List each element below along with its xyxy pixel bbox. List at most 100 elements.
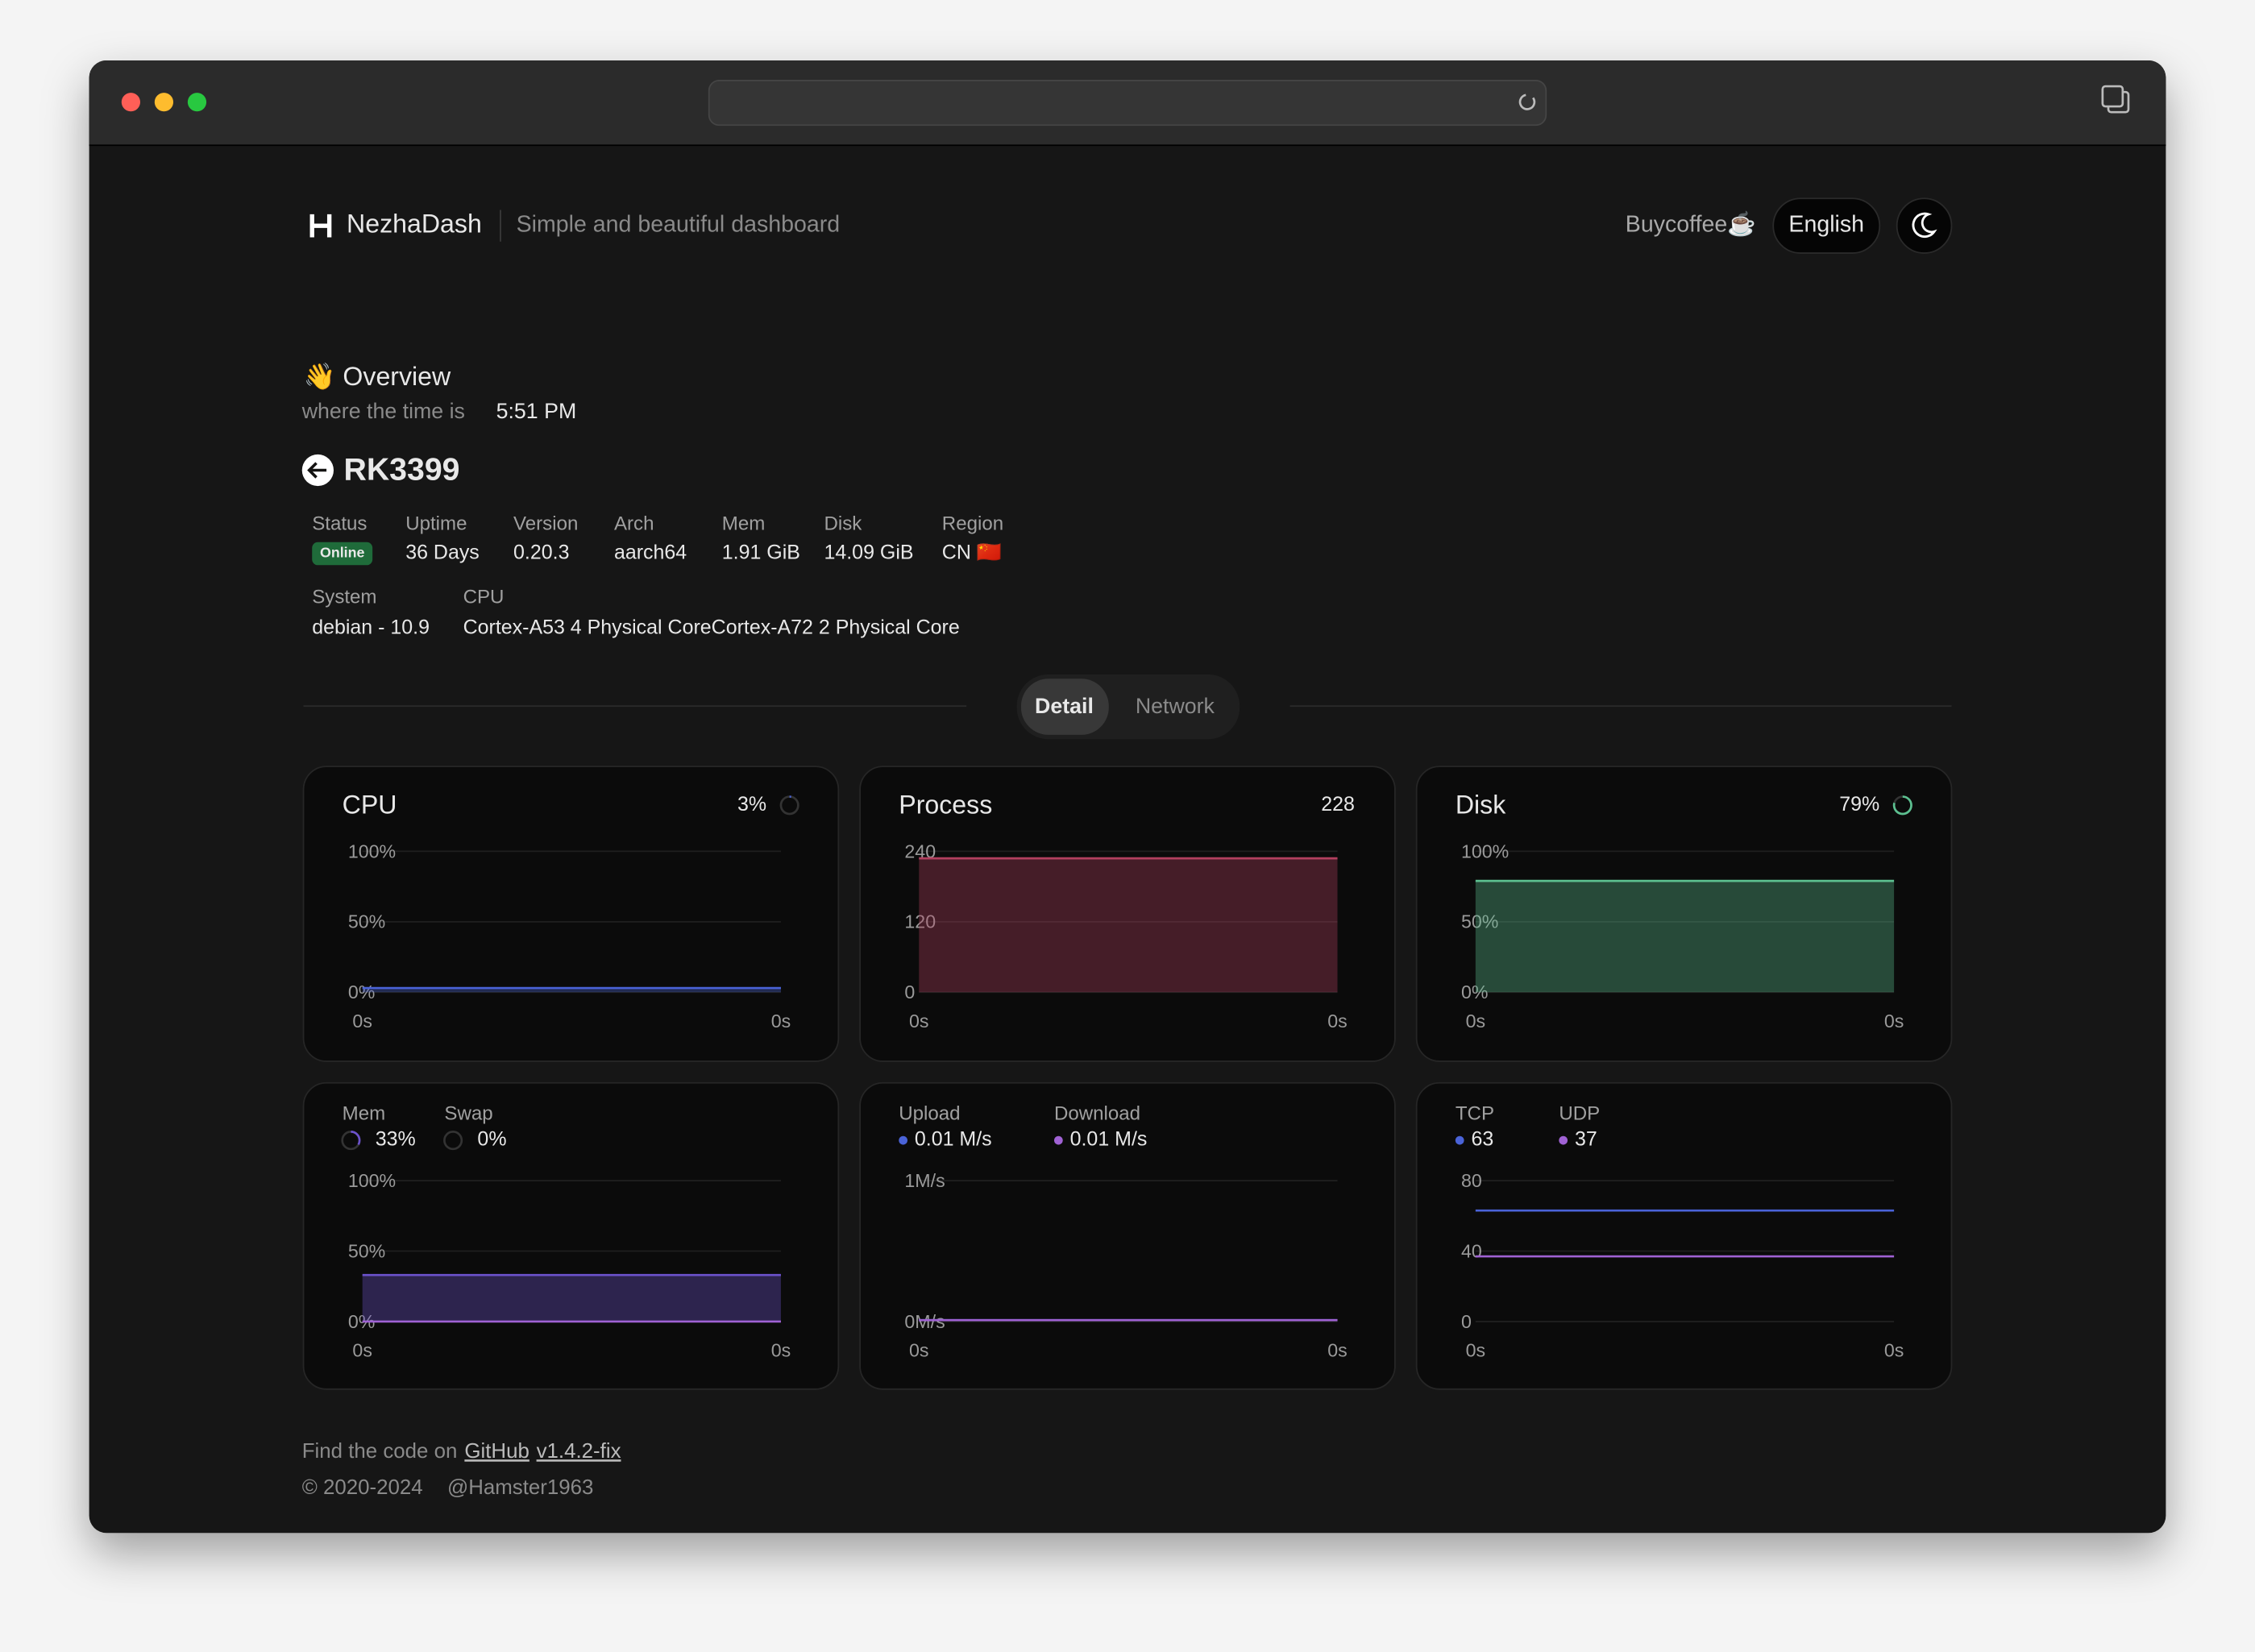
theme-button[interactable] bbox=[1896, 197, 1953, 254]
reload-icon[interactable] bbox=[1518, 93, 1536, 110]
y-tick-label: 0% bbox=[348, 982, 376, 1002]
x-tick-label: 0s bbox=[1466, 1340, 1485, 1361]
moon-icon bbox=[1912, 212, 1937, 239]
minimize-button[interactable] bbox=[154, 93, 174, 112]
tabs-icon-back bbox=[2101, 85, 2124, 108]
x-tick-label: 0s bbox=[352, 1011, 372, 1031]
legend-value: 0% bbox=[477, 1128, 506, 1151]
x-tick-label: 0s bbox=[1884, 1011, 1904, 1031]
y-tick-label: 100% bbox=[1461, 841, 1509, 861]
card bbox=[1415, 1081, 1953, 1390]
field-value: 0.20.3 bbox=[513, 542, 569, 564]
y-tick-label: 100% bbox=[348, 1170, 396, 1191]
field-value: Cortex-A53 4 Physical CoreCortex-A72 2 P… bbox=[463, 616, 960, 638]
footer-text: Find the code on bbox=[302, 1440, 458, 1463]
ring-value bbox=[341, 1131, 361, 1151]
legend-dot bbox=[899, 1135, 907, 1145]
y-tick-label: 100% bbox=[348, 841, 396, 861]
author: @Hamster1963 bbox=[447, 1476, 593, 1499]
overview-title: 👋 Overview bbox=[304, 362, 452, 392]
card-title: Process bbox=[899, 791, 992, 820]
legend-dot bbox=[1455, 1135, 1464, 1145]
tagline: Simple and beautiful dashboard bbox=[517, 212, 841, 238]
logo bbox=[309, 214, 332, 238]
legend-value: 63 bbox=[1471, 1128, 1493, 1151]
legend-name: Mem bbox=[343, 1102, 386, 1124]
y-tick-label: 0M/s bbox=[904, 1311, 945, 1332]
field-value: 1.91 GiB bbox=[722, 542, 800, 564]
legend-value: 0.01 M/s bbox=[915, 1128, 992, 1151]
card bbox=[859, 766, 1396, 1062]
field-label: Mem bbox=[722, 513, 766, 535]
card-title: CPU bbox=[343, 791, 397, 820]
card bbox=[859, 1081, 1396, 1390]
x-tick-label: 0s bbox=[771, 1340, 791, 1361]
ring-track bbox=[443, 1131, 463, 1151]
legend-value: 0.01 M/s bbox=[1070, 1128, 1148, 1151]
legend-value: 33% bbox=[376, 1128, 416, 1151]
x-tick-label: 0s bbox=[1884, 1340, 1904, 1361]
y-tick-label: 50% bbox=[348, 911, 385, 932]
legend-dot bbox=[1053, 1135, 1063, 1145]
card-stat: 79% bbox=[1839, 793, 1879, 816]
card-stat: 3% bbox=[737, 793, 766, 816]
x-tick-label: 0s bbox=[352, 1340, 372, 1361]
legend-value: 37 bbox=[1575, 1128, 1597, 1151]
field-value: 14.09 GiB bbox=[824, 542, 913, 564]
legend-name: UDP bbox=[1559, 1102, 1600, 1124]
field-label: Region bbox=[942, 513, 1003, 535]
ring-value bbox=[1892, 795, 1912, 816]
y-tick-label: 0 bbox=[1461, 1311, 1472, 1332]
x-tick-label: 0s bbox=[909, 1340, 928, 1361]
y-tick-label: 0% bbox=[1461, 982, 1489, 1002]
brand[interactable]: NezhaDash bbox=[347, 210, 482, 239]
language-label: English bbox=[1788, 212, 1864, 238]
legend-name: Swap bbox=[444, 1102, 492, 1124]
y-tick-label: 50% bbox=[1461, 911, 1498, 932]
buy-coffee-link[interactable]: Buycoffee☕ bbox=[1626, 210, 1756, 238]
back-arrow bbox=[307, 462, 327, 479]
field-value: 36 Days bbox=[405, 542, 480, 564]
copyright: © 2020-2024 bbox=[302, 1476, 423, 1499]
area bbox=[362, 1275, 781, 1322]
field-label: Version bbox=[513, 513, 578, 535]
field-label: Status bbox=[312, 513, 367, 535]
x-tick-label: 0s bbox=[1327, 1340, 1347, 1361]
version-link[interactable]: v1.4.2-fix bbox=[537, 1440, 621, 1463]
field-label: System bbox=[312, 587, 376, 608]
field-value: aarch64 bbox=[614, 542, 687, 564]
y-tick-label: 50% bbox=[348, 1240, 385, 1261]
field-value: CN 🇨🇳 bbox=[942, 542, 1002, 564]
tab-active[interactable] bbox=[1020, 679, 1109, 735]
tab-network[interactable]: Network bbox=[1136, 694, 1215, 718]
time: 5:51 PM bbox=[496, 399, 577, 423]
close-button[interactable] bbox=[121, 93, 140, 112]
field-label: Disk bbox=[824, 513, 862, 535]
zoom-button[interactable] bbox=[187, 93, 207, 112]
field-label: Arch bbox=[614, 513, 654, 535]
status-value: Online bbox=[320, 545, 365, 561]
y-tick-label: 40 bbox=[1461, 1240, 1482, 1261]
language-button[interactable] bbox=[1772, 197, 1881, 254]
y-tick-label: 1M/s bbox=[904, 1170, 945, 1191]
x-tick-label: 0s bbox=[771, 1011, 791, 1031]
field-value: debian - 10.9 bbox=[312, 616, 430, 638]
legend-dot bbox=[1559, 1135, 1568, 1145]
y-tick-label: 80 bbox=[1461, 1170, 1482, 1191]
status-badge bbox=[312, 542, 373, 566]
card bbox=[1415, 766, 1953, 1062]
tab-detail[interactable]: Detail bbox=[1035, 694, 1094, 718]
ring-value bbox=[779, 795, 799, 816]
field-label: CPU bbox=[463, 587, 505, 608]
field-label: Uptime bbox=[405, 513, 467, 535]
card-stat: 228 bbox=[1321, 793, 1355, 816]
legend-name: Download bbox=[1054, 1102, 1140, 1124]
time-label: where the time is bbox=[301, 399, 465, 423]
x-tick-label: 0s bbox=[909, 1011, 928, 1031]
area bbox=[1475, 881, 1895, 993]
y-tick-label: 120 bbox=[904, 911, 936, 932]
address-bar[interactable] bbox=[708, 80, 1547, 127]
y-tick-label: 0 bbox=[904, 982, 915, 1002]
github-link[interactable]: GitHub bbox=[464, 1440, 529, 1463]
